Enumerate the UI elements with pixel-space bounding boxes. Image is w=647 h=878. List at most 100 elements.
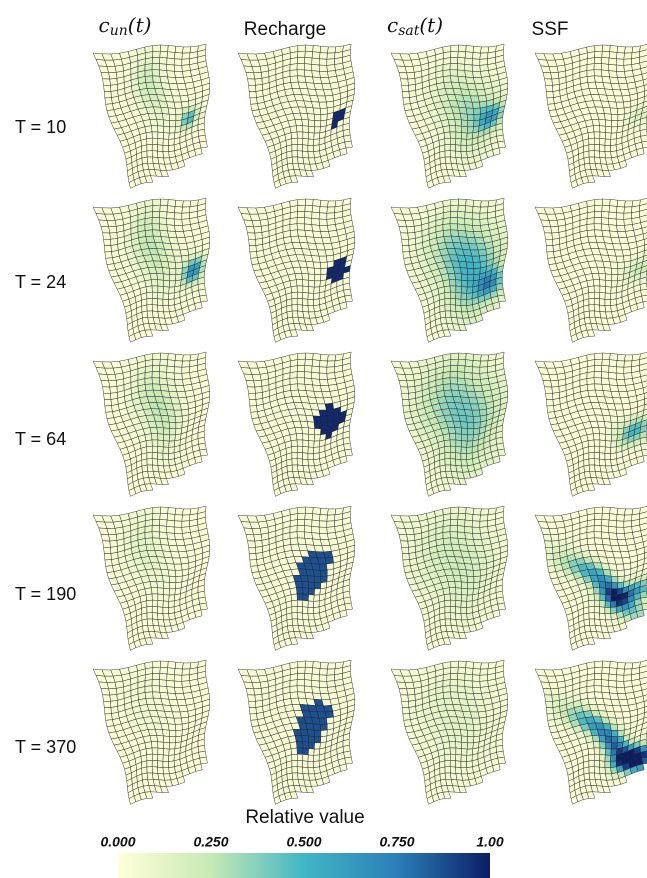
- mesh-cell: [464, 680, 473, 688]
- mesh-cell: [296, 531, 306, 539]
- mesh-cell: [464, 51, 474, 60]
- mesh-cell: [458, 44, 467, 52]
- mesh-cell: [473, 113, 481, 121]
- mesh-cell: [163, 594, 170, 602]
- mesh-cell: [198, 442, 207, 451]
- mesh-cell: [318, 372, 328, 380]
- mesh-cell: [548, 374, 559, 382]
- mesh-cell: [550, 380, 560, 388]
- mesh-cell: [466, 760, 473, 768]
- mesh-cell: [106, 220, 117, 228]
- mesh-cell: [296, 458, 304, 466]
- mesh-cell: [546, 399, 554, 407]
- mesh-cell: [308, 280, 315, 288]
- mesh-cell: [311, 211, 320, 220]
- mesh-cell: [588, 291, 595, 300]
- mesh-cell: [466, 132, 474, 140]
- mesh-cell: [457, 358, 466, 367]
- mesh-cell: [304, 50, 313, 59]
- mesh-cell: [593, 377, 603, 385]
- mesh-cell: [311, 64, 320, 72]
- mesh-cell: [593, 150, 601, 158]
- mesh-cell: [318, 366, 328, 374]
- mesh-cell: [460, 575, 468, 583]
- mesh-cell: [167, 507, 177, 515]
- mesh-cell: [151, 217, 160, 225]
- mesh-cell: [454, 273, 462, 281]
- mesh-cell: [479, 218, 489, 226]
- mesh-cell: [152, 445, 159, 453]
- mesh-cell: [149, 119, 158, 126]
- mesh-cell: [594, 229, 604, 237]
- mesh-cell: [444, 445, 451, 454]
- mesh-cell: [181, 526, 191, 534]
- mesh-cell: [304, 57, 313, 65]
- mesh-cell: [166, 211, 175, 220]
- mesh-cell: [169, 274, 177, 282]
- mesh-cell: [398, 72, 409, 80]
- mesh-cell: [162, 446, 169, 454]
- mesh-cell: [108, 534, 118, 542]
- mesh-cell: [172, 249, 182, 257]
- mesh-cell: [402, 97, 411, 105]
- mesh-cell: [106, 66, 117, 74]
- mesh-cell: [297, 229, 307, 237]
- mesh-cell: [593, 57, 603, 64]
- mesh-cell: [442, 531, 451, 539]
- mesh-cell: [157, 298, 164, 306]
- mesh-panel: [92, 351, 211, 497]
- mesh-cell: [457, 63, 466, 71]
- mesh-cell: [472, 533, 482, 540]
- mesh-cell: [610, 144, 617, 152]
- mesh-cell: [466, 298, 473, 306]
- mesh-cell: [319, 723, 328, 731]
- mesh-cell: [599, 298, 606, 306]
- mesh-panel: [237, 43, 356, 189]
- mesh-cell: [598, 273, 606, 281]
- mesh-cell: [290, 439, 298, 447]
- mesh-cell: [151, 685, 161, 693]
- mesh-cell: [594, 204, 603, 212]
- mesh-cell: [286, 310, 293, 319]
- mesh-cell: [141, 156, 148, 165]
- mesh-cell: [169, 742, 176, 750]
- mesh-cell: [248, 239, 257, 246]
- mesh-cell: [312, 261, 322, 269]
- mesh-cell: [407, 540, 416, 548]
- mesh-cell: [307, 446, 314, 454]
- mesh-cell: [311, 673, 320, 682]
- mesh-cell: [461, 434, 468, 442]
- mesh-cell: [623, 52, 633, 60]
- mesh-cell: [586, 229, 596, 237]
- mesh-cell: [311, 365, 320, 374]
- mesh-cell: [444, 452, 451, 460]
- mesh-cell: [254, 78, 263, 86]
- mesh-cell: [245, 226, 256, 234]
- mesh-cell: [296, 57, 306, 64]
- mesh-cell: [151, 371, 160, 379]
- mesh-cell: [460, 421, 468, 429]
- mesh-cell: [166, 372, 175, 380]
- mesh-cell: [442, 279, 451, 287]
- mesh-cell: [176, 314, 186, 323]
- mesh-cell: [166, 70, 176, 78]
- mesh-cell: [155, 574, 164, 583]
- mesh-cell: [443, 131, 451, 139]
- mesh-cell: [609, 45, 619, 53]
- mesh-cell: [404, 528, 415, 536]
- mesh-cell: [313, 575, 322, 583]
- mesh-cell: [461, 286, 468, 294]
- mesh-cell: [296, 131, 304, 139]
- mesh-cell: [175, 113, 183, 121]
- mesh-cell: [608, 372, 617, 380]
- mesh-cell: [467, 736, 475, 744]
- mesh-cell: [604, 267, 612, 275]
- mesh-cell: [453, 266, 462, 275]
- mesh-cell: [548, 220, 559, 228]
- mesh-cell: [290, 593, 298, 601]
- mesh-cell: [480, 354, 490, 362]
- mesh-cell: [151, 131, 159, 139]
- mesh-cell: [307, 613, 315, 621]
- mesh-cell: [157, 458, 164, 467]
- mesh-cell: [146, 144, 153, 152]
